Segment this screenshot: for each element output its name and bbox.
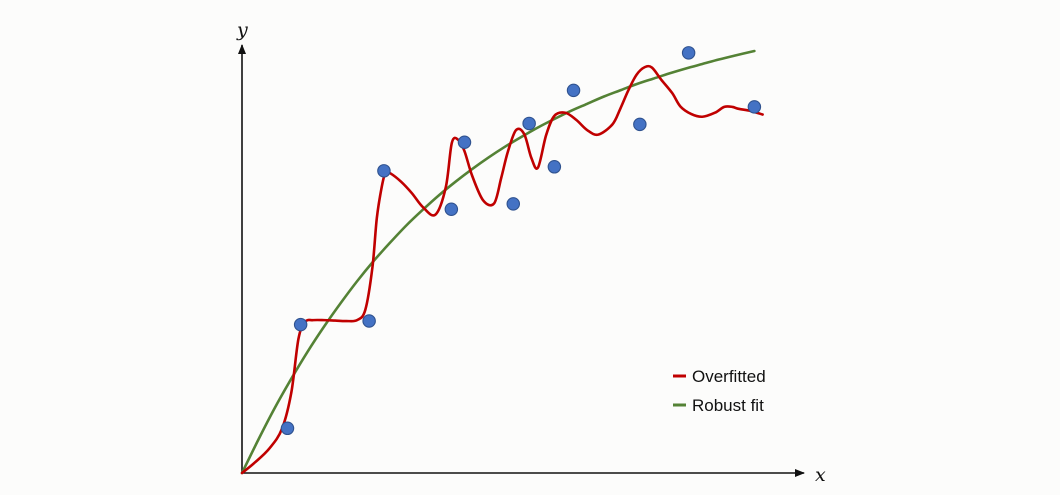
legend-label-overfitted: Overfitted (692, 367, 766, 386)
overfitted-curve (240, 64, 764, 475)
data-point (377, 164, 391, 178)
data-point (280, 421, 295, 436)
robust-fit-curve (240, 49, 756, 475)
data-point (457, 135, 472, 149)
data-point (547, 160, 562, 174)
x-axis-label: x (815, 464, 826, 486)
data-point (747, 100, 762, 114)
legend: Overfitted Robust fit (673, 367, 766, 415)
y-axis-label: y (236, 19, 248, 41)
data-point (293, 317, 308, 332)
data-points (280, 46, 762, 436)
data-point (444, 202, 459, 217)
data-point (522, 116, 536, 131)
data-point (681, 46, 696, 60)
data-point (566, 83, 581, 98)
legend-label-robust-fit: Robust fit (692, 396, 764, 415)
data-point (633, 117, 647, 132)
data-point (506, 197, 521, 211)
series-layer (240, 49, 764, 475)
data-point (362, 314, 376, 328)
